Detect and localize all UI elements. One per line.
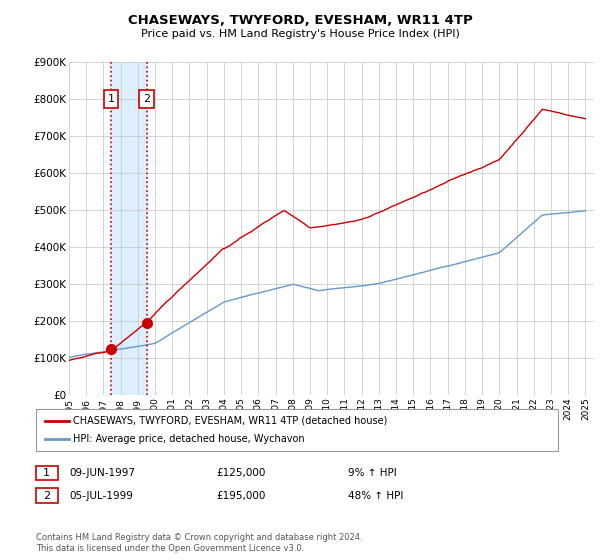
Text: 2: 2	[43, 491, 50, 501]
Text: 09-JUN-1997: 09-JUN-1997	[69, 468, 135, 478]
Text: £125,000: £125,000	[216, 468, 265, 478]
Text: Price paid vs. HM Land Registry's House Price Index (HPI): Price paid vs. HM Land Registry's House …	[140, 29, 460, 39]
Text: 48% ↑ HPI: 48% ↑ HPI	[348, 491, 403, 501]
Text: 05-JUL-1999: 05-JUL-1999	[69, 491, 133, 501]
Text: 1: 1	[107, 94, 115, 104]
Text: 9% ↑ HPI: 9% ↑ HPI	[348, 468, 397, 478]
Text: 1: 1	[43, 468, 50, 478]
Text: 2: 2	[143, 94, 150, 104]
Bar	[111, 62, 146, 395]
Text: Contains HM Land Registry data © Crown copyright and database right 2024.
This d: Contains HM Land Registry data © Crown c…	[36, 533, 362, 553]
Text: CHASEWAYS, TWYFORD, EVESHAM, WR11 4TP: CHASEWAYS, TWYFORD, EVESHAM, WR11 4TP	[128, 14, 472, 27]
Text: CHASEWAYS, TWYFORD, EVESHAM, WR11 4TP (detached house): CHASEWAYS, TWYFORD, EVESHAM, WR11 4TP (d…	[73, 416, 388, 426]
Text: HPI: Average price, detached house, Wychavon: HPI: Average price, detached house, Wych…	[73, 434, 305, 444]
Text: £195,000: £195,000	[216, 491, 265, 501]
